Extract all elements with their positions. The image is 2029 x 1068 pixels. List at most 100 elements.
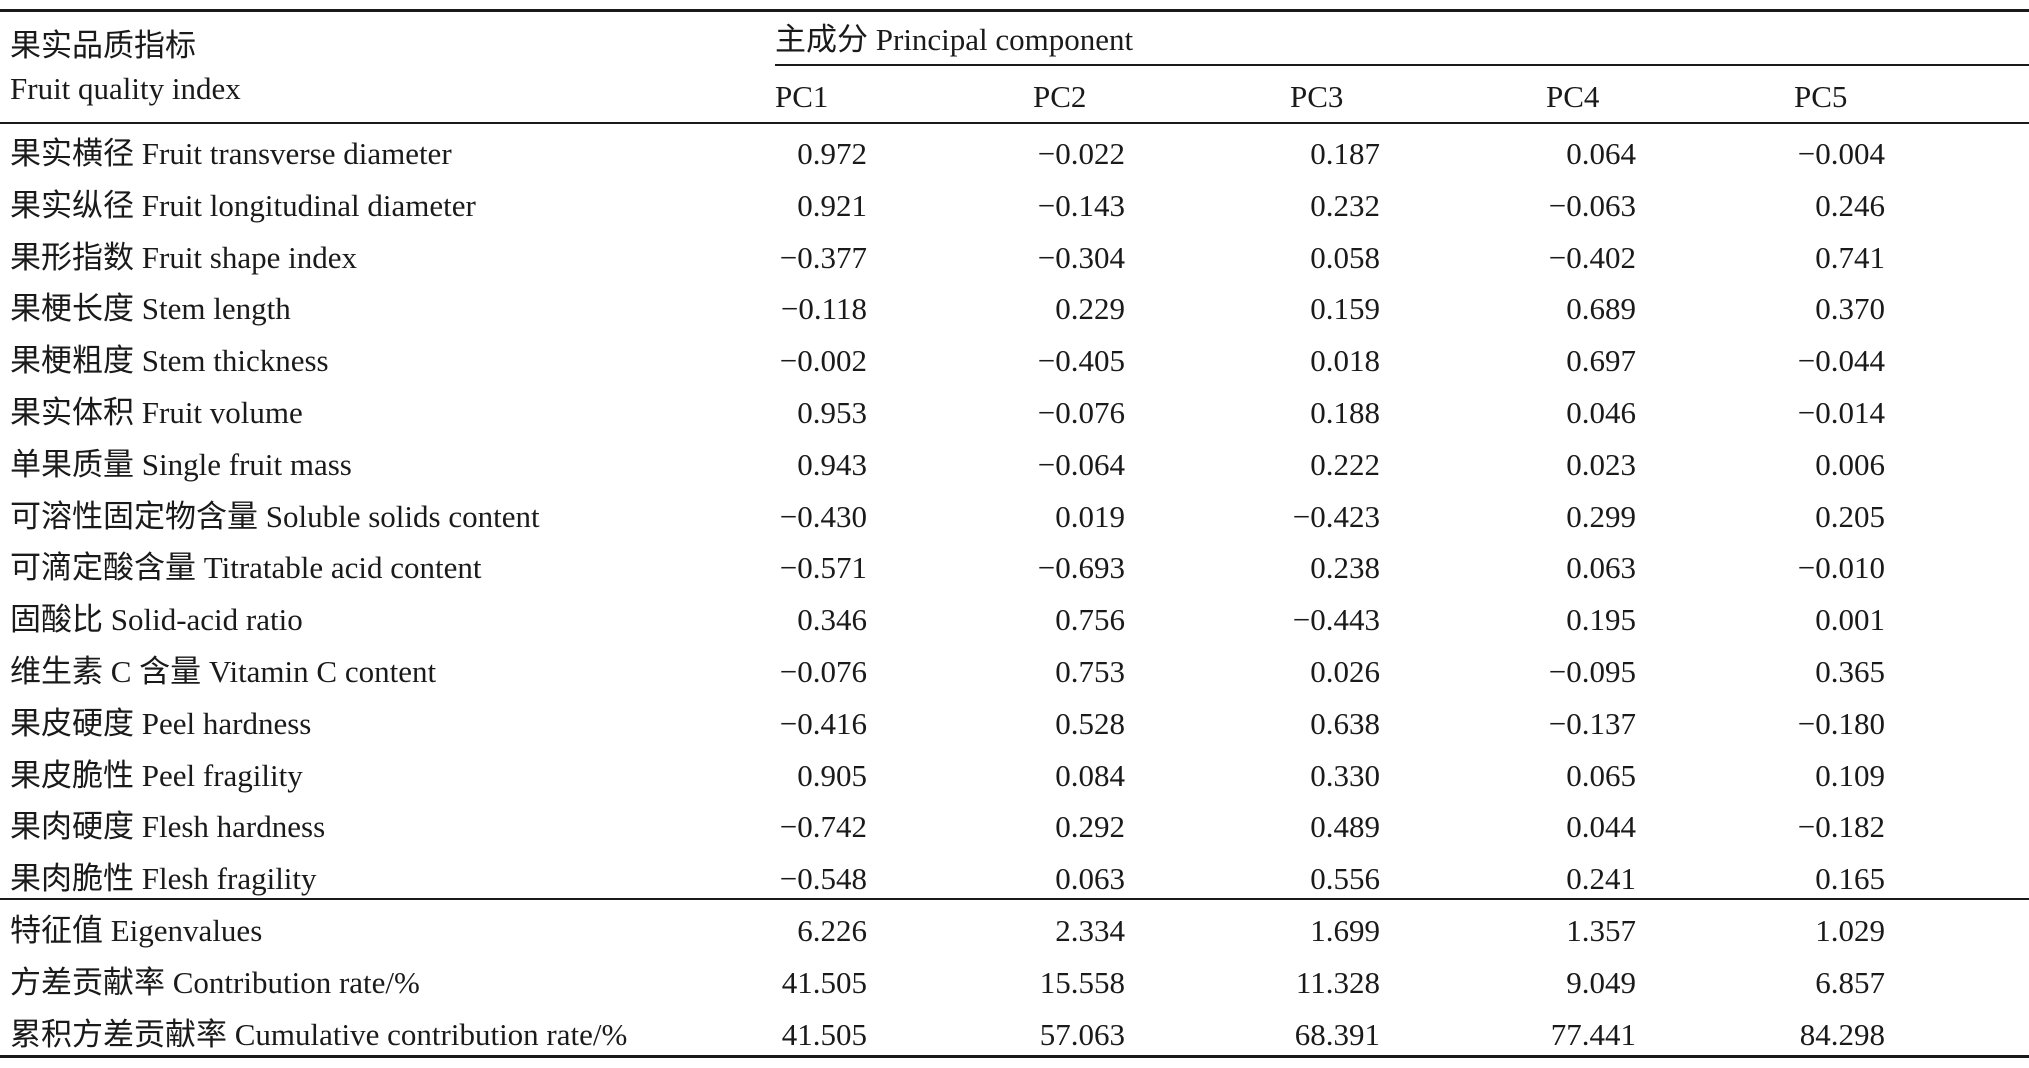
- data-row-value-pc3: 0.159: [1310, 291, 1380, 326]
- data-row-value-pc1: 0.972: [797, 136, 867, 171]
- bottom-rule: [0, 1055, 2029, 1058]
- summary-row-value-pc2: 15.558: [1039, 965, 1125, 1000]
- data-row-label: 果肉硬度 Flesh hardness: [10, 809, 326, 844]
- data-row-label: 可滴定酸含量 Titratable acid content: [10, 550, 482, 585]
- data-row-value-pc5: 0.109: [1815, 758, 1885, 793]
- index-header-zh: 果实品质指标: [10, 28, 196, 63]
- data-row-value-pc5: −0.004: [1797, 136, 1885, 171]
- data-row-value-pc3: −0.443: [1292, 602, 1380, 637]
- principal-component-header: 主成分 Principal component: [775, 22, 1134, 57]
- data-row-value-pc5: 0.001: [1815, 602, 1885, 637]
- data-row-value-pc5: 0.205: [1815, 499, 1885, 534]
- data-row-value-pc5: 0.365: [1815, 654, 1885, 689]
- data-row-value-pc4: 0.063: [1566, 550, 1636, 585]
- summary-row-value-pc2: 2.334: [1055, 913, 1125, 948]
- data-row-value-pc4: 0.299: [1566, 499, 1636, 534]
- data-row-value-pc3: 0.188: [1310, 395, 1380, 430]
- data-row-value-pc5: −0.010: [1797, 550, 1885, 585]
- summary-row-value-pc3: 11.328: [1295, 965, 1380, 1000]
- data-row-value-pc5: −0.182: [1797, 809, 1885, 844]
- data-row-value-pc2: 0.292: [1055, 809, 1125, 844]
- pc-group-rule: [775, 64, 2029, 66]
- data-row-label: 果实纵径 Fruit longitudinal diameter: [10, 188, 476, 223]
- data-row-label: 果实横径 Fruit transverse diameter: [10, 136, 452, 171]
- data-row-value-pc4: −0.063: [1548, 188, 1636, 223]
- summary-row-label: 累积方差贡献率 Cumulative contribution rate/%: [10, 1017, 628, 1052]
- data-row-value-pc4: 0.697: [1566, 343, 1636, 378]
- data-row-value-pc1: −0.742: [779, 809, 867, 844]
- data-row-label: 果梗长度 Stem length: [10, 291, 291, 326]
- summary-row-value-pc5: 84.298: [1799, 1017, 1885, 1052]
- data-row-value-pc3: 0.222: [1310, 447, 1380, 482]
- data-row-value-pc1: −0.076: [779, 654, 867, 689]
- data-row-value-pc3: 0.018: [1310, 343, 1380, 378]
- data-row-label: 可溶性固定物含量 Soluble solids content: [10, 499, 540, 534]
- data-row-value-pc1: 0.921: [797, 188, 867, 223]
- data-row-value-pc1: 0.943: [797, 447, 867, 482]
- data-row-value-pc2: 0.756: [1055, 602, 1125, 637]
- data-row-value-pc2: −0.304: [1037, 240, 1125, 275]
- summary-row-value-pc3: 1.699: [1310, 913, 1380, 948]
- data-row-value-pc2: −0.143: [1037, 188, 1125, 223]
- data-row-value-pc2: 0.019: [1055, 499, 1125, 534]
- data-row-value-pc3: 0.330: [1310, 758, 1380, 793]
- summary-row-label: 方差贡献率 Contribution rate/%: [10, 965, 420, 1000]
- data-row-value-pc3: 0.489: [1310, 809, 1380, 844]
- data-row-value-pc1: −0.548: [779, 861, 867, 896]
- data-row-value-pc1: −0.002: [779, 343, 867, 378]
- index-header-en: Fruit quality index: [10, 71, 241, 106]
- data-row-label: 固酸比 Solid-acid ratio: [10, 602, 303, 637]
- data-row-value-pc4: −0.137: [1548, 706, 1636, 741]
- data-row-value-pc3: 0.058: [1310, 240, 1380, 275]
- data-row-label: 果皮脆性 Peel fragility: [10, 758, 303, 793]
- data-row-value-pc4: −0.402: [1548, 240, 1636, 275]
- summary-divider-rule: [0, 898, 2029, 900]
- data-row-label: 果实体积 Fruit volume: [10, 395, 303, 430]
- data-row-value-pc1: 0.953: [797, 395, 867, 430]
- data-row-value-pc3: 0.638: [1310, 706, 1380, 741]
- data-row-value-pc4: −0.095: [1548, 654, 1636, 689]
- data-row-value-pc4: 0.023: [1566, 447, 1636, 482]
- data-row-value-pc3: −0.423: [1292, 499, 1380, 534]
- data-row-label: 维生素 C 含量 Vitamin C content: [10, 654, 437, 689]
- data-row-value-pc2: 0.229: [1055, 291, 1125, 326]
- summary-row-value-pc4: 77.441: [1550, 1017, 1636, 1052]
- data-row-value-pc5: −0.180: [1797, 706, 1885, 741]
- data-row-value-pc4: 0.195: [1566, 602, 1636, 637]
- summary-row-value-pc4: 1.357: [1566, 913, 1636, 948]
- summary-row-value-pc1: 41.505: [781, 1017, 867, 1052]
- data-row-label: 果皮硬度 Peel hardness: [10, 706, 312, 741]
- data-row-value-pc3: 0.232: [1310, 188, 1380, 223]
- data-row-value-pc5: −0.014: [1797, 395, 1885, 430]
- data-row-value-pc5: 0.165: [1815, 861, 1885, 896]
- col-header-pc3: PC3: [1290, 79, 1344, 114]
- data-row-value-pc4: 0.044: [1566, 809, 1636, 844]
- top-rule: [0, 9, 2029, 12]
- data-row-value-pc3: 0.238: [1310, 550, 1380, 585]
- data-row-value-pc1: 0.905: [797, 758, 867, 793]
- data-row-value-pc4: 0.046: [1566, 395, 1636, 430]
- data-row-value-pc4: 0.065: [1566, 758, 1636, 793]
- data-row-value-pc3: 0.556: [1310, 861, 1380, 896]
- summary-row-value-pc1: 6.226: [797, 913, 867, 948]
- data-row-value-pc3: 0.026: [1310, 654, 1380, 689]
- data-row-label: 果肉脆性 Flesh fragility: [10, 861, 317, 896]
- col-header-pc1: PC1: [775, 79, 829, 114]
- data-row-value-pc5: −0.044: [1797, 343, 1885, 378]
- data-row-value-pc4: 0.241: [1566, 861, 1636, 896]
- data-row-value-pc5: 0.370: [1815, 291, 1885, 326]
- summary-row-value-pc5: 6.857: [1815, 965, 1885, 1000]
- data-row-value-pc1: 0.346: [797, 602, 867, 637]
- data-row-value-pc1: −0.416: [779, 706, 867, 741]
- summary-row-label: 特征值 Eigenvalues: [10, 913, 263, 948]
- summary-row-value-pc3: 68.391: [1294, 1017, 1380, 1052]
- summary-row-value-pc5: 1.029: [1815, 913, 1885, 948]
- data-row-label: 果梗粗度 Stem thickness: [10, 343, 329, 378]
- data-row-value-pc1: −0.377: [779, 240, 867, 275]
- data-row-value-pc2: −0.693: [1037, 550, 1125, 585]
- data-row-value-pc2: −0.064: [1037, 447, 1125, 482]
- data-row-value-pc4: 0.689: [1566, 291, 1636, 326]
- col-header-pc5: PC5: [1794, 79, 1848, 114]
- col-header-pc2: PC2: [1033, 79, 1087, 114]
